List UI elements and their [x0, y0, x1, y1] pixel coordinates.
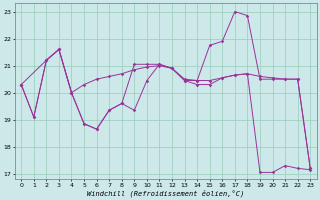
X-axis label: Windchill (Refroidissement éolien,°C): Windchill (Refroidissement éolien,°C) [87, 189, 244, 197]
